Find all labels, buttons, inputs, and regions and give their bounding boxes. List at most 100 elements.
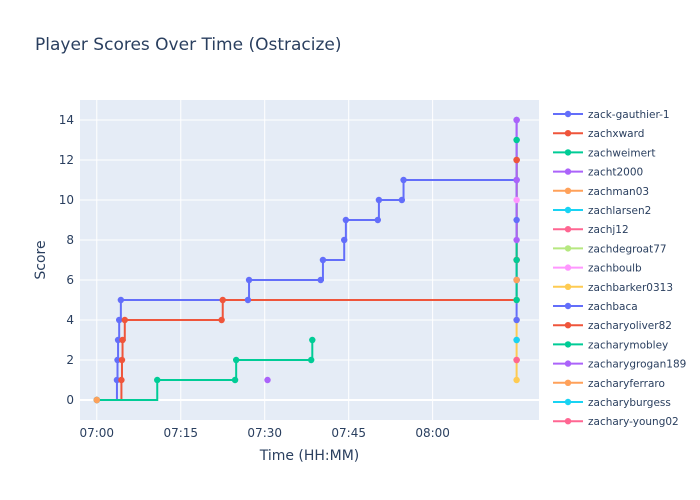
legend-item-zachbaca[interactable]: zachbaca bbox=[553, 301, 638, 313]
data-point-zachweimert[interactable] bbox=[231, 376, 239, 384]
legend-label: zachxward bbox=[588, 128, 644, 140]
legend-swatch-marker bbox=[564, 245, 572, 252]
data-point-zack-gauthier-1[interactable] bbox=[374, 216, 381, 224]
legend-item-zacharyoliver82[interactable]: zacharyoliver82 bbox=[553, 320, 672, 332]
y-tick-label: 0 bbox=[66, 393, 74, 407]
data-point-zachman03[interactable] bbox=[93, 396, 100, 404]
data-point-zacharygrogan189[interactable] bbox=[513, 236, 520, 244]
data-point-zachbaca[interactable] bbox=[513, 216, 520, 224]
data-point-zacharymobley[interactable] bbox=[513, 256, 520, 264]
data-point-zack-gauthier-1[interactable] bbox=[113, 376, 121, 384]
data-point-zack-gauthier-1[interactable] bbox=[114, 336, 122, 344]
chart-title: Player Scores Over Time (Ostracize) bbox=[35, 35, 342, 55]
legend-item-zachxward[interactable]: zachxward bbox=[553, 128, 644, 140]
data-point-zachboulb[interactable] bbox=[513, 196, 520, 204]
legend-item-zachman03[interactable]: zachman03 bbox=[553, 186, 649, 198]
y-tick-label: 4 bbox=[66, 313, 74, 327]
data-point-zachxward[interactable] bbox=[218, 316, 225, 324]
data-point-zack-gauthier-1[interactable] bbox=[341, 236, 348, 244]
data-point-zack-gauthier-1[interactable] bbox=[117, 296, 125, 304]
data-point-zacharymobley[interactable] bbox=[513, 296, 520, 304]
y-tick-label: 14 bbox=[59, 113, 74, 127]
data-point-zack-gauthier-1[interactable] bbox=[398, 196, 406, 204]
data-point-zack-gauthier-1[interactable] bbox=[400, 176, 407, 184]
legend-label: zachman03 bbox=[588, 186, 649, 198]
data-point-zacharyoliver82[interactable] bbox=[513, 156, 520, 164]
legend-swatch-marker bbox=[564, 149, 572, 156]
x-axis-title: Time (HH:MM) bbox=[259, 448, 360, 464]
data-point-zacharygrogan189[interactable] bbox=[513, 116, 520, 124]
legend-item-zacharyferraro[interactable]: zacharyferraro bbox=[553, 378, 665, 390]
data-point-zacharyferraro[interactable] bbox=[513, 276, 520, 284]
legend-swatch-marker bbox=[564, 264, 572, 271]
data-point-zachary-young02[interactable] bbox=[513, 356, 520, 364]
data-point-zacharyburgess[interactable] bbox=[513, 336, 520, 344]
data-point-zack-gauthier-1[interactable] bbox=[342, 216, 350, 224]
data-point-zacharygrogan189[interactable] bbox=[513, 176, 520, 184]
legend-item-zachj12[interactable]: zachj12 bbox=[553, 224, 629, 236]
legend-swatch-marker bbox=[564, 360, 572, 367]
data-point-zacht2000[interactable] bbox=[264, 376, 271, 384]
legend-label: zacharyoliver82 bbox=[588, 320, 672, 332]
y-tick-label: 10 bbox=[59, 193, 74, 207]
data-point-zack-gauthier-1[interactable] bbox=[375, 196, 383, 204]
legend-item-zachdegroat77[interactable]: zachdegroat77 bbox=[553, 243, 667, 255]
data-point-zack-gauthier-1[interactable] bbox=[115, 316, 123, 324]
legend-item-zacht2000[interactable]: zacht2000 bbox=[553, 167, 643, 179]
legend-swatch-marker bbox=[564, 226, 572, 233]
data-point-zachweimert[interactable] bbox=[154, 376, 161, 384]
legend-label: zachdegroat77 bbox=[588, 243, 667, 255]
data-point-zachxward[interactable] bbox=[119, 336, 126, 344]
legend-swatch-marker bbox=[564, 130, 572, 137]
legend-item-zacharymobley[interactable]: zacharymobley bbox=[553, 339, 668, 351]
legend-swatch-marker bbox=[564, 206, 572, 214]
data-point-zachxward[interactable] bbox=[118, 376, 125, 384]
data-point-zack-gauthier-1[interactable] bbox=[244, 296, 252, 304]
data-point-zachbaca[interactable] bbox=[513, 316, 520, 324]
y-tick-label: 2 bbox=[66, 353, 74, 367]
legend-label: zachlarsen2 bbox=[588, 205, 651, 217]
data-point-zachxward[interactable] bbox=[118, 356, 126, 364]
legend-item-zachary-young02[interactable]: zachary-young02 bbox=[553, 416, 679, 428]
data-point-zachweimert[interactable] bbox=[232, 356, 240, 364]
legend-item-zachbarker0313[interactable]: zachbarker0313 bbox=[553, 282, 673, 294]
legend-label: zachbarker0313 bbox=[588, 282, 673, 294]
legend-item-zacharygrogan189[interactable]: zacharygrogan189 bbox=[553, 359, 686, 371]
legend-item-zacharyburgess[interactable]: zacharyburgess bbox=[553, 397, 671, 409]
data-point-zachweimert[interactable] bbox=[307, 356, 315, 364]
legend-label: zacharygrogan189 bbox=[588, 359, 686, 371]
data-point-zack-gauthier-1[interactable] bbox=[319, 256, 327, 264]
legend-swatch-marker bbox=[564, 187, 572, 194]
legend-swatch-marker bbox=[564, 110, 572, 118]
legend-item-zachweimert[interactable]: zachweimert bbox=[553, 147, 655, 159]
legend-label: zacharyburgess bbox=[588, 397, 671, 409]
data-point-zachxward[interactable] bbox=[121, 316, 128, 324]
data-point-zachxward[interactable] bbox=[219, 296, 226, 304]
data-point-zachbarker0313[interactable] bbox=[513, 376, 520, 384]
data-point-zack-gauthier-1[interactable] bbox=[114, 356, 121, 364]
data-point-zack-gauthier-1[interactable] bbox=[317, 276, 324, 284]
legend-swatch-marker bbox=[564, 379, 572, 386]
legend-label: zacht2000 bbox=[588, 167, 643, 179]
legend-swatch-marker bbox=[564, 302, 572, 310]
data-point-zack-gauthier-1[interactable] bbox=[245, 276, 253, 284]
x-tick-label: 07:30 bbox=[247, 426, 282, 440]
legend-label: zacharyferraro bbox=[588, 378, 665, 390]
legend-label: zachary-young02 bbox=[588, 416, 679, 428]
legend-swatch-marker bbox=[564, 283, 572, 290]
legend-item-zachlarsen2[interactable]: zachlarsen2 bbox=[553, 205, 651, 217]
plot-area[interactable] bbox=[80, 100, 539, 420]
data-point-zacharymobley[interactable] bbox=[513, 136, 520, 144]
series-markers bbox=[93, 116, 520, 404]
legend-item-zack-gauthier-1[interactable]: zack-gauthier-1 bbox=[553, 109, 670, 121]
legend[interactable]: zack-gauthier-1 zachxward zachweimert zacht… bbox=[553, 109, 686, 428]
legend-swatch-marker bbox=[564, 418, 572, 425]
legend-label: zachboulb bbox=[588, 263, 642, 275]
x-tick-label: 07:00 bbox=[79, 426, 114, 440]
x-tick-label: 08:00 bbox=[415, 426, 450, 440]
legend-item-zachboulb[interactable]: zachboulb bbox=[553, 263, 642, 275]
data-point-zachweimert[interactable] bbox=[309, 336, 316, 344]
legend-swatch-marker bbox=[564, 398, 572, 406]
